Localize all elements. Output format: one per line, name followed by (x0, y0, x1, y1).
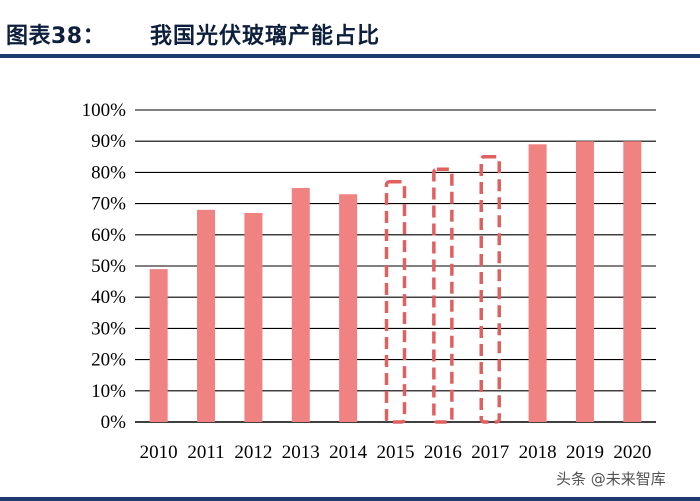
y-tick-label: 70% (91, 194, 126, 215)
gridlines (135, 109, 656, 423)
footer-rule (0, 497, 700, 501)
x-tick-labels: 2010 2011 2012 2013 2014 2015 2016 2017 2018 2019… (140, 442, 652, 463)
bar (149, 269, 168, 422)
x-tick-label: 2013 (282, 442, 320, 463)
bar-dashed (479, 155, 501, 424)
x-tick-label: 2011 (187, 442, 224, 463)
x-tick-label: 2019 (566, 442, 604, 463)
y-tick-label: 40% (91, 287, 126, 308)
bar-dashed (384, 180, 407, 424)
bar (575, 141, 594, 422)
y-tick-label: 100% (82, 100, 127, 121)
y-tick-label: 20% (91, 350, 126, 371)
x-tick-label: 2015 (377, 442, 415, 463)
bar (291, 188, 310, 422)
bar (244, 212, 263, 422)
bar (197, 209, 216, 422)
x-tick-label: 2020 (613, 442, 651, 463)
bars (149, 141, 642, 424)
bar-dashed (432, 167, 454, 424)
y-tick-label: 0% (101, 412, 127, 433)
y-tick-labels: 0% 10% 20% 30% 40% 50% 60% 70% 80% 90% 100% (82, 100, 127, 433)
y-tick-label: 60% (91, 225, 126, 246)
y-tick-label: 80% (91, 162, 126, 183)
y-tick-label: 90% (91, 131, 126, 152)
x-tick-label: 2016 (424, 442, 462, 463)
figure-header: 图表38： 我国光伏玻璃产能占比 (0, 0, 700, 60)
x-tick-label: 2010 (140, 442, 178, 463)
watermark: 头条 @未来智库 (556, 470, 666, 488)
y-tick-label: 10% (91, 381, 126, 402)
bar (528, 144, 547, 422)
x-tick-label: 2017 (471, 442, 509, 463)
y-tick-label: 30% (91, 318, 126, 339)
x-tick-label: 2018 (519, 442, 557, 463)
chart-title: 我国光伏玻璃产能占比 (150, 24, 381, 49)
x-tick-label: 2012 (234, 442, 272, 463)
x-tick-label: 2014 (329, 442, 368, 463)
y-tick-label: 50% (91, 256, 126, 277)
header-rule (0, 54, 700, 58)
figure-label: 图表38： (6, 24, 106, 49)
bar (623, 141, 642, 422)
bar (339, 194, 358, 422)
